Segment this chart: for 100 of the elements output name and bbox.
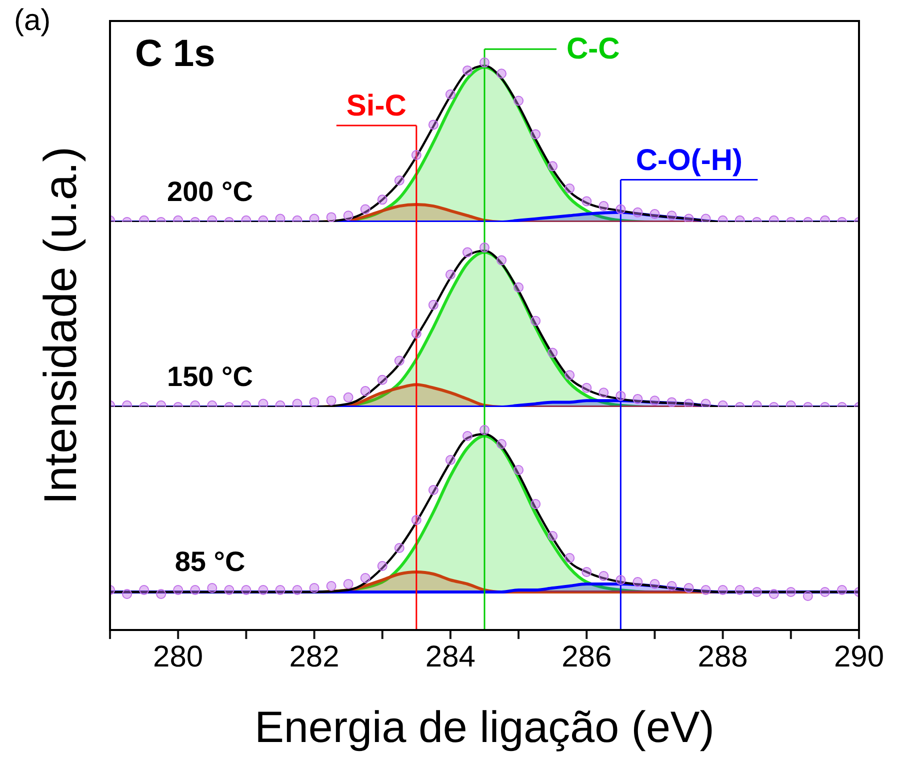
x-tick-label: 284 [425, 640, 476, 674]
point [582, 567, 592, 577]
point [530, 499, 541, 509]
point [411, 515, 422, 525]
point [802, 591, 813, 601]
point [598, 388, 609, 398]
point [632, 577, 643, 587]
x-tick-label: 290 [834, 640, 884, 674]
point [700, 214, 711, 222]
point [411, 150, 422, 160]
point [173, 585, 184, 595]
point [309, 214, 320, 222]
x-axis-title: Energia de ligação (eV) [254, 703, 714, 752]
point [156, 589, 166, 599]
y-axis-title: Intensidade (u.a.) [34, 146, 86, 505]
point [394, 543, 404, 553]
point [820, 587, 830, 597]
point [139, 585, 150, 595]
point [445, 455, 456, 465]
x-tick-label: 288 [698, 640, 748, 674]
point [514, 96, 524, 106]
point [564, 370, 575, 380]
point [564, 553, 575, 563]
point [377, 374, 388, 385]
point [582, 196, 592, 206]
point [411, 328, 422, 339]
point [258, 398, 268, 407]
point [700, 585, 711, 595]
point [548, 161, 558, 172]
point [836, 585, 847, 595]
point [394, 356, 404, 366]
point [700, 398, 711, 407]
point [343, 579, 354, 589]
point [480, 425, 490, 435]
point [122, 589, 132, 599]
annotation: 150 °C [167, 361, 253, 392]
x-tick-label: 286 [562, 640, 612, 674]
point [786, 587, 796, 597]
point [462, 431, 472, 441]
point [292, 585, 302, 595]
annotation: 200 °C [167, 176, 253, 207]
point [326, 581, 336, 591]
point [548, 531, 558, 541]
point [616, 204, 626, 214]
point [684, 583, 694, 593]
point [718, 585, 728, 595]
point [582, 382, 592, 393]
ref-line-label: C-C [566, 32, 620, 66]
point [428, 120, 438, 130]
point [326, 212, 336, 222]
point [514, 282, 524, 292]
point [292, 398, 302, 407]
x-tick-label: 280 [153, 640, 204, 674]
point [666, 581, 677, 591]
point [343, 392, 354, 402]
point [768, 589, 779, 599]
point [734, 585, 745, 595]
point [684, 398, 694, 407]
chart-title: C 1s [135, 33, 216, 75]
text: (a) [14, 4, 51, 37]
point [377, 561, 388, 571]
ref-line-label: C-O(-H) [636, 144, 742, 177]
point [598, 571, 609, 581]
point [309, 397, 320, 407]
point [360, 204, 370, 214]
point [190, 585, 200, 595]
point [530, 129, 541, 140]
point [530, 316, 541, 326]
point [258, 585, 268, 595]
point [616, 390, 626, 401]
ref-line-label: Si-C [346, 90, 406, 123]
point [445, 89, 456, 100]
annotation: 85 °C [174, 546, 246, 577]
x-tick-label: 282 [289, 640, 340, 674]
point [275, 585, 286, 595]
point [548, 348, 558, 358]
point [684, 214, 694, 222]
point [241, 585, 252, 595]
point [496, 439, 507, 449]
point [514, 465, 524, 475]
point [496, 255, 507, 266]
point [650, 579, 660, 589]
point [428, 300, 438, 310]
point [666, 397, 677, 407]
point [752, 587, 762, 597]
point [275, 214, 286, 222]
point [377, 194, 388, 205]
point [616, 575, 626, 585]
point [632, 207, 643, 218]
point [360, 573, 370, 583]
point [462, 247, 472, 258]
point [480, 57, 490, 68]
point [564, 184, 575, 194]
point [480, 242, 490, 253]
point [207, 583, 218, 593]
point [445, 270, 456, 280]
point [428, 485, 438, 495]
point [496, 68, 507, 79]
point [224, 585, 234, 595]
point [462, 65, 472, 76]
